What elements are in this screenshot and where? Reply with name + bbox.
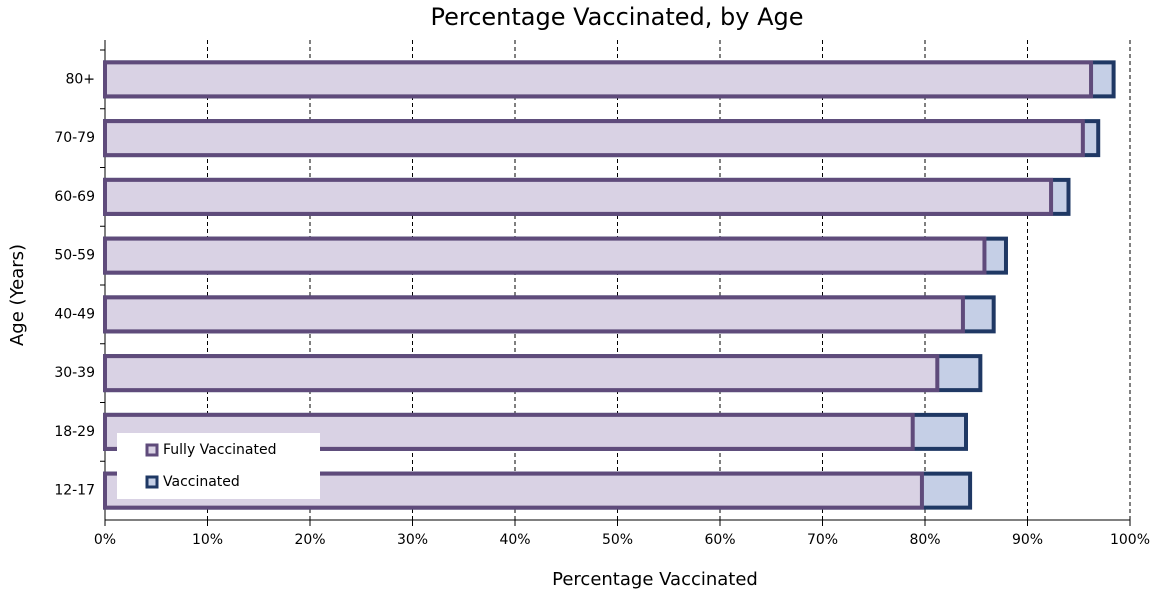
y-tick-label: 70-79 — [54, 130, 95, 146]
bar — [103, 354, 940, 393]
y-axis-label: Age (Years) — [7, 244, 28, 346]
y-tick-label: 18-29 — [54, 424, 95, 440]
y-tick-label: 80+ — [65, 71, 95, 87]
x-tick-label: 20% — [294, 532, 325, 548]
x-tick-label: 30% — [397, 532, 428, 548]
bar — [103, 177, 1054, 216]
legend-marker — [145, 443, 159, 457]
x-tick-label: 60% — [704, 532, 735, 548]
x-axis-label: Percentage Vaccinated — [552, 569, 758, 590]
bar — [103, 60, 1094, 99]
legend-label: Vaccinated — [163, 474, 240, 490]
chart-title: Percentage Vaccinated, by Age — [430, 3, 803, 31]
legend-label: Fully Vaccinated — [163, 442, 276, 458]
x-tick-label: 80% — [909, 532, 940, 548]
y-tick-label: 12-17 — [54, 483, 95, 499]
y-tick-label: 50-59 — [54, 248, 95, 264]
x-tick-label: 10% — [192, 532, 223, 548]
x-tick-label: 50% — [602, 532, 633, 548]
x-tick-label: 0% — [94, 532, 116, 548]
bar — [103, 295, 965, 334]
x-tick-label: 90% — [1012, 532, 1043, 548]
x-tick-label: 70% — [807, 532, 838, 548]
x-tick-label: 40% — [499, 532, 530, 548]
bar — [103, 412, 915, 451]
y-tick-label: 40-49 — [54, 306, 95, 322]
legend-marker — [145, 475, 159, 489]
bar — [103, 119, 1085, 158]
bar — [103, 236, 987, 275]
y-tick-label: 30-39 — [54, 365, 95, 381]
y-tick-label: 60-69 — [54, 189, 95, 205]
x-tick-label: 100% — [1110, 532, 1150, 548]
